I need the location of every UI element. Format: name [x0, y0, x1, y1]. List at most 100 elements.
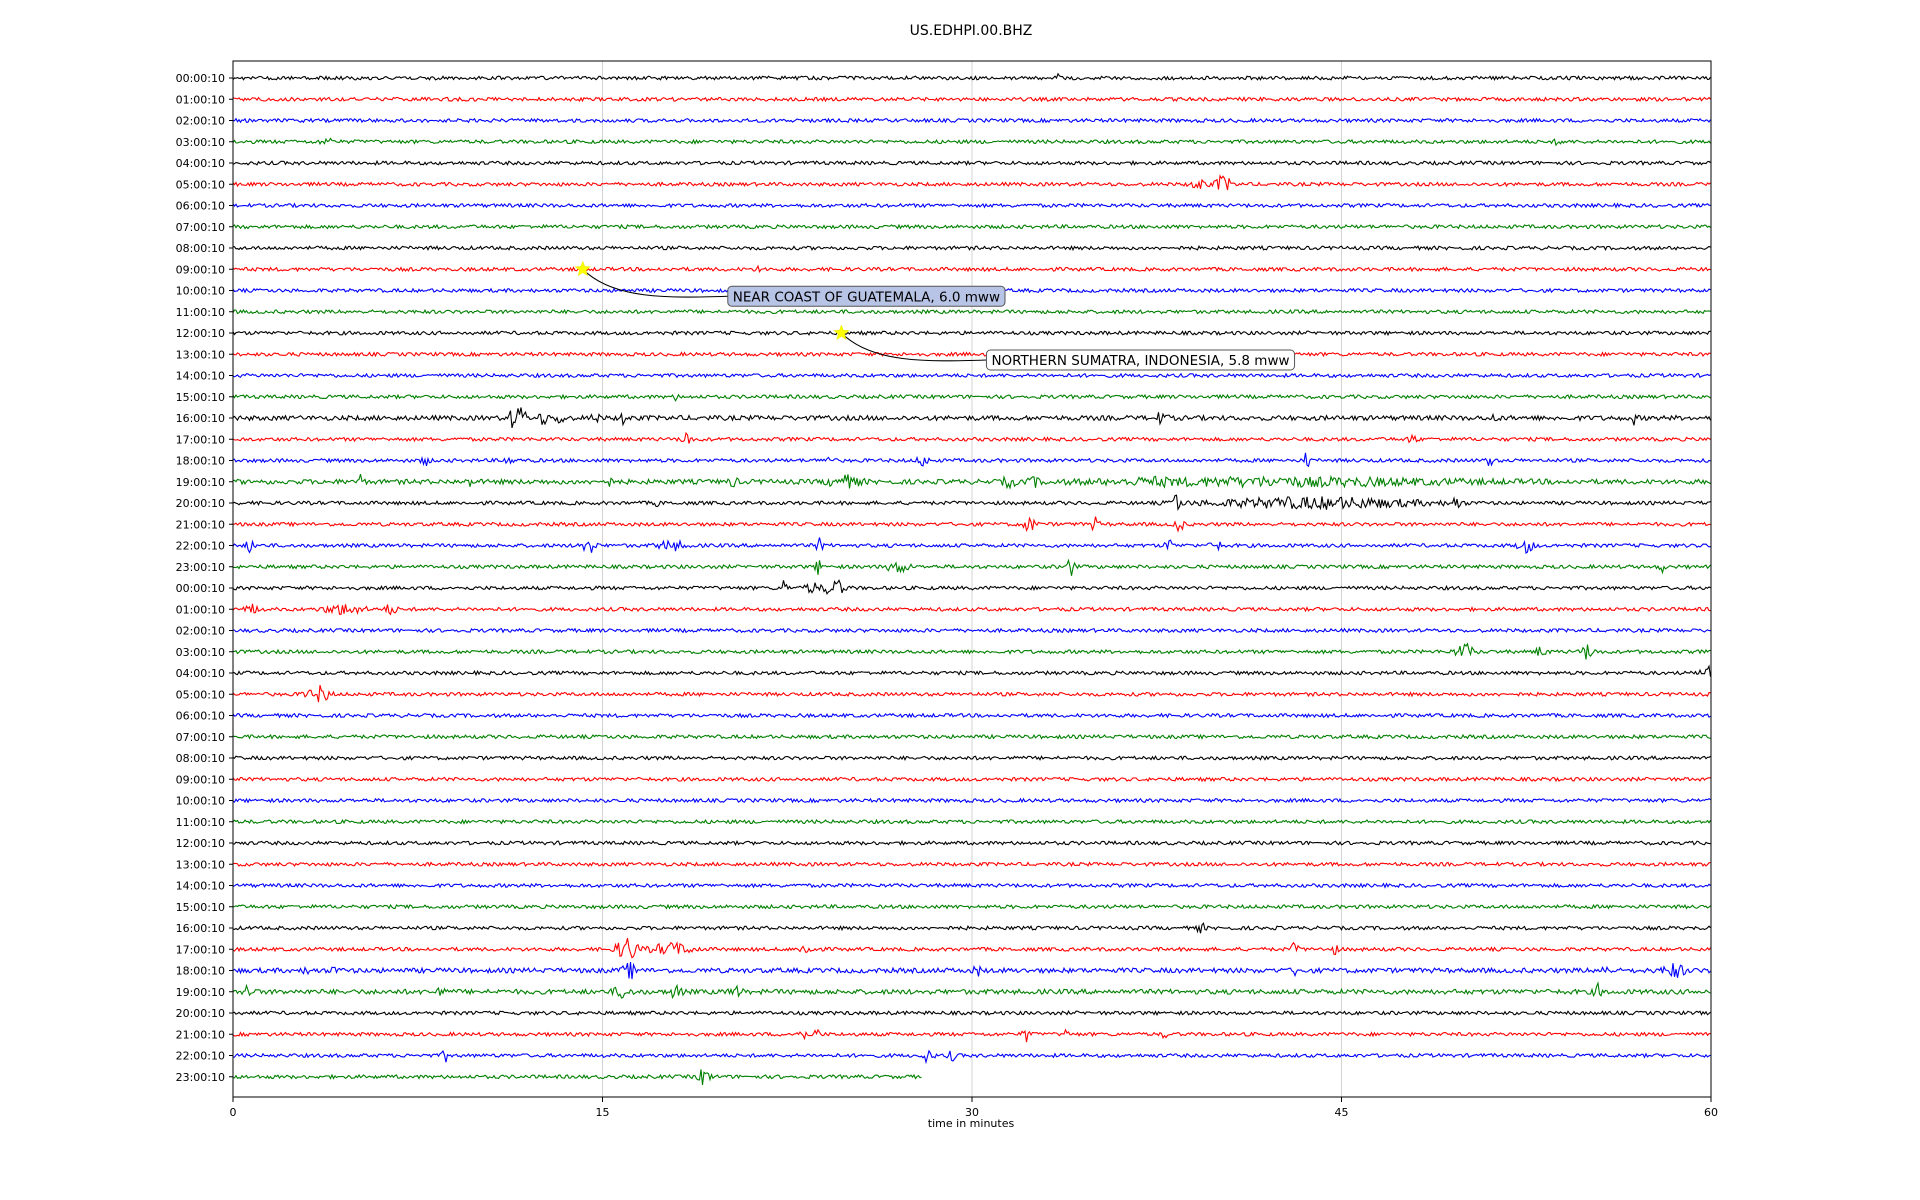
trace-row-18: [232, 452, 1711, 468]
row-label-8: 08:00:10: [176, 242, 225, 255]
row-label-33: 09:00:10: [176, 773, 225, 786]
trace-row-8: [232, 244, 1711, 252]
row-label-28: 04:00:10: [176, 667, 225, 680]
row-label-0: 00:00:10: [176, 72, 225, 85]
annotation-box-1: [985, 349, 1296, 371]
annotation-connector-1: [841, 332, 987, 362]
annotation-text-1: NORTHERN SUMATRA, INDONESIA, 5.8 mww: [991, 353, 1289, 369]
row-label-40: 16:00:10: [176, 922, 225, 935]
row-label-11: 11:00:10: [176, 306, 225, 319]
trace-row-46: [232, 1049, 1711, 1065]
row-label-14: 14:00:10: [176, 370, 225, 383]
row-label-21: 21:00:10: [176, 518, 225, 531]
trace-row-14: [232, 372, 1711, 379]
trace-row-25: [232, 603, 1711, 616]
row-label-18: 18:00:10: [176, 455, 225, 468]
trace-row-19: [232, 474, 1711, 490]
trace-row-13: [232, 351, 1711, 358]
trace-row-24: [232, 579, 1711, 595]
row-label-42: 18:00:10: [176, 965, 225, 978]
trace-row-11: [232, 308, 1711, 315]
trace-row-23: [232, 558, 1711, 576]
trace-row-26: [232, 627, 1711, 634]
row-label-26: 02:00:10: [176, 625, 225, 638]
trace-row-35: [232, 818, 1711, 825]
x-axis-label: time in minutes: [928, 1117, 1015, 1130]
row-label-17: 17:00:10: [176, 433, 225, 446]
trace-row-3: [232, 137, 1711, 147]
row-label-31: 07:00:10: [176, 731, 225, 744]
row-label-39: 15:00:10: [176, 901, 225, 914]
trace-row-47: [232, 1069, 922, 1085]
x-tick-label-60: 60: [1704, 1106, 1718, 1119]
row-label-41: 17:00:10: [176, 943, 225, 956]
trace-row-20: [232, 494, 1711, 511]
row-label-36: 12:00:10: [176, 837, 225, 850]
row-label-13: 13:00:10: [176, 348, 225, 361]
row-label-34: 10:00:10: [176, 795, 225, 808]
annotation-text-0: NEAR COAST OF GUATEMALA, 6.0 mww: [733, 289, 1000, 305]
row-label-1: 01:00:10: [176, 93, 225, 106]
trace-row-34: [232, 797, 1711, 804]
row-label-46: 22:00:10: [176, 1050, 225, 1063]
trace-row-27: [232, 642, 1711, 660]
trace-row-1: [232, 96, 1711, 103]
trace-row-44: [232, 1010, 1711, 1017]
vertical-gridlines: [602, 61, 1342, 1097]
trace-row-45: [232, 1028, 1711, 1043]
trace-row-41: [232, 937, 1711, 959]
row-label-2: 02:00:10: [176, 115, 225, 128]
row-label-5: 05:00:10: [176, 178, 225, 191]
row-label-9: 09:00:10: [176, 263, 225, 276]
row-label-35: 11:00:10: [176, 816, 225, 829]
trace-row-16: [232, 407, 1712, 429]
row-label-16: 16:00:10: [176, 412, 225, 425]
x-tick-label-15: 15: [596, 1106, 610, 1119]
event-star-marker-0: [574, 260, 592, 277]
row-label-12: 12:00:10: [176, 327, 225, 340]
row-label-43: 19:00:10: [176, 986, 225, 999]
row-label-25: 01:00:10: [176, 603, 225, 616]
row-label-29: 05:00:10: [176, 688, 225, 701]
trace-row-36: [232, 839, 1711, 847]
row-label-47: 23:00:10: [176, 1071, 225, 1084]
trace-row-32: [232, 755, 1711, 761]
row-label-3: 03:00:10: [176, 136, 225, 149]
row-label-45: 21:00:10: [176, 1028, 225, 1041]
row-label-44: 20:00:10: [176, 1007, 225, 1020]
trace-row-17: [232, 431, 1711, 444]
trace-row-9: [232, 264, 1711, 273]
trace-row-43: [232, 981, 1711, 1000]
x-tick-label-30: 30: [965, 1106, 979, 1119]
trace-row-5: [232, 174, 1711, 191]
trace-row-29: [232, 685, 1711, 703]
trace-row-31: [232, 733, 1711, 740]
x-axis-ticks: 0 15 30 45 60: [230, 1097, 1718, 1119]
trace-row-39: [232, 903, 1711, 910]
trace-row-12: [232, 330, 1711, 337]
row-label-15: 15:00:10: [176, 391, 225, 404]
trace-row-42: [232, 961, 1711, 980]
row-label-32: 08:00:10: [176, 752, 225, 765]
trace-row-2: [232, 117, 1711, 124]
row-label-30: 06:00:10: [176, 710, 225, 723]
trace-row-33: [232, 776, 1711, 783]
plot-frame: [232, 60, 1712, 1098]
chart-title: US.EDHPI.00.BHZ: [910, 23, 1033, 39]
annotation-connector-0: [582, 268, 728, 298]
row-label-27: 03:00:10: [176, 646, 225, 659]
row-time-labels: 00:00:10 01:00:10 02:00:10 03:00:10 04:00:10…: [176, 72, 233, 1084]
trace-row-40: [232, 922, 1711, 934]
trace-row-28: [232, 664, 1712, 677]
row-label-6: 06:00:10: [176, 200, 225, 213]
trace-row-15: [232, 393, 1711, 402]
row-label-24: 00:00:10: [176, 582, 225, 595]
trace-row-0: [232, 72, 1711, 82]
trace-row-7: [232, 223, 1711, 230]
row-label-4: 04:00:10: [176, 157, 225, 170]
trace-row-6: [232, 202, 1711, 209]
x-tick-label-45: 45: [1335, 1106, 1349, 1119]
trace-row-30: [232, 712, 1711, 719]
row-label-20: 20:00:10: [176, 497, 225, 510]
row-label-23: 23:00:10: [176, 561, 225, 574]
